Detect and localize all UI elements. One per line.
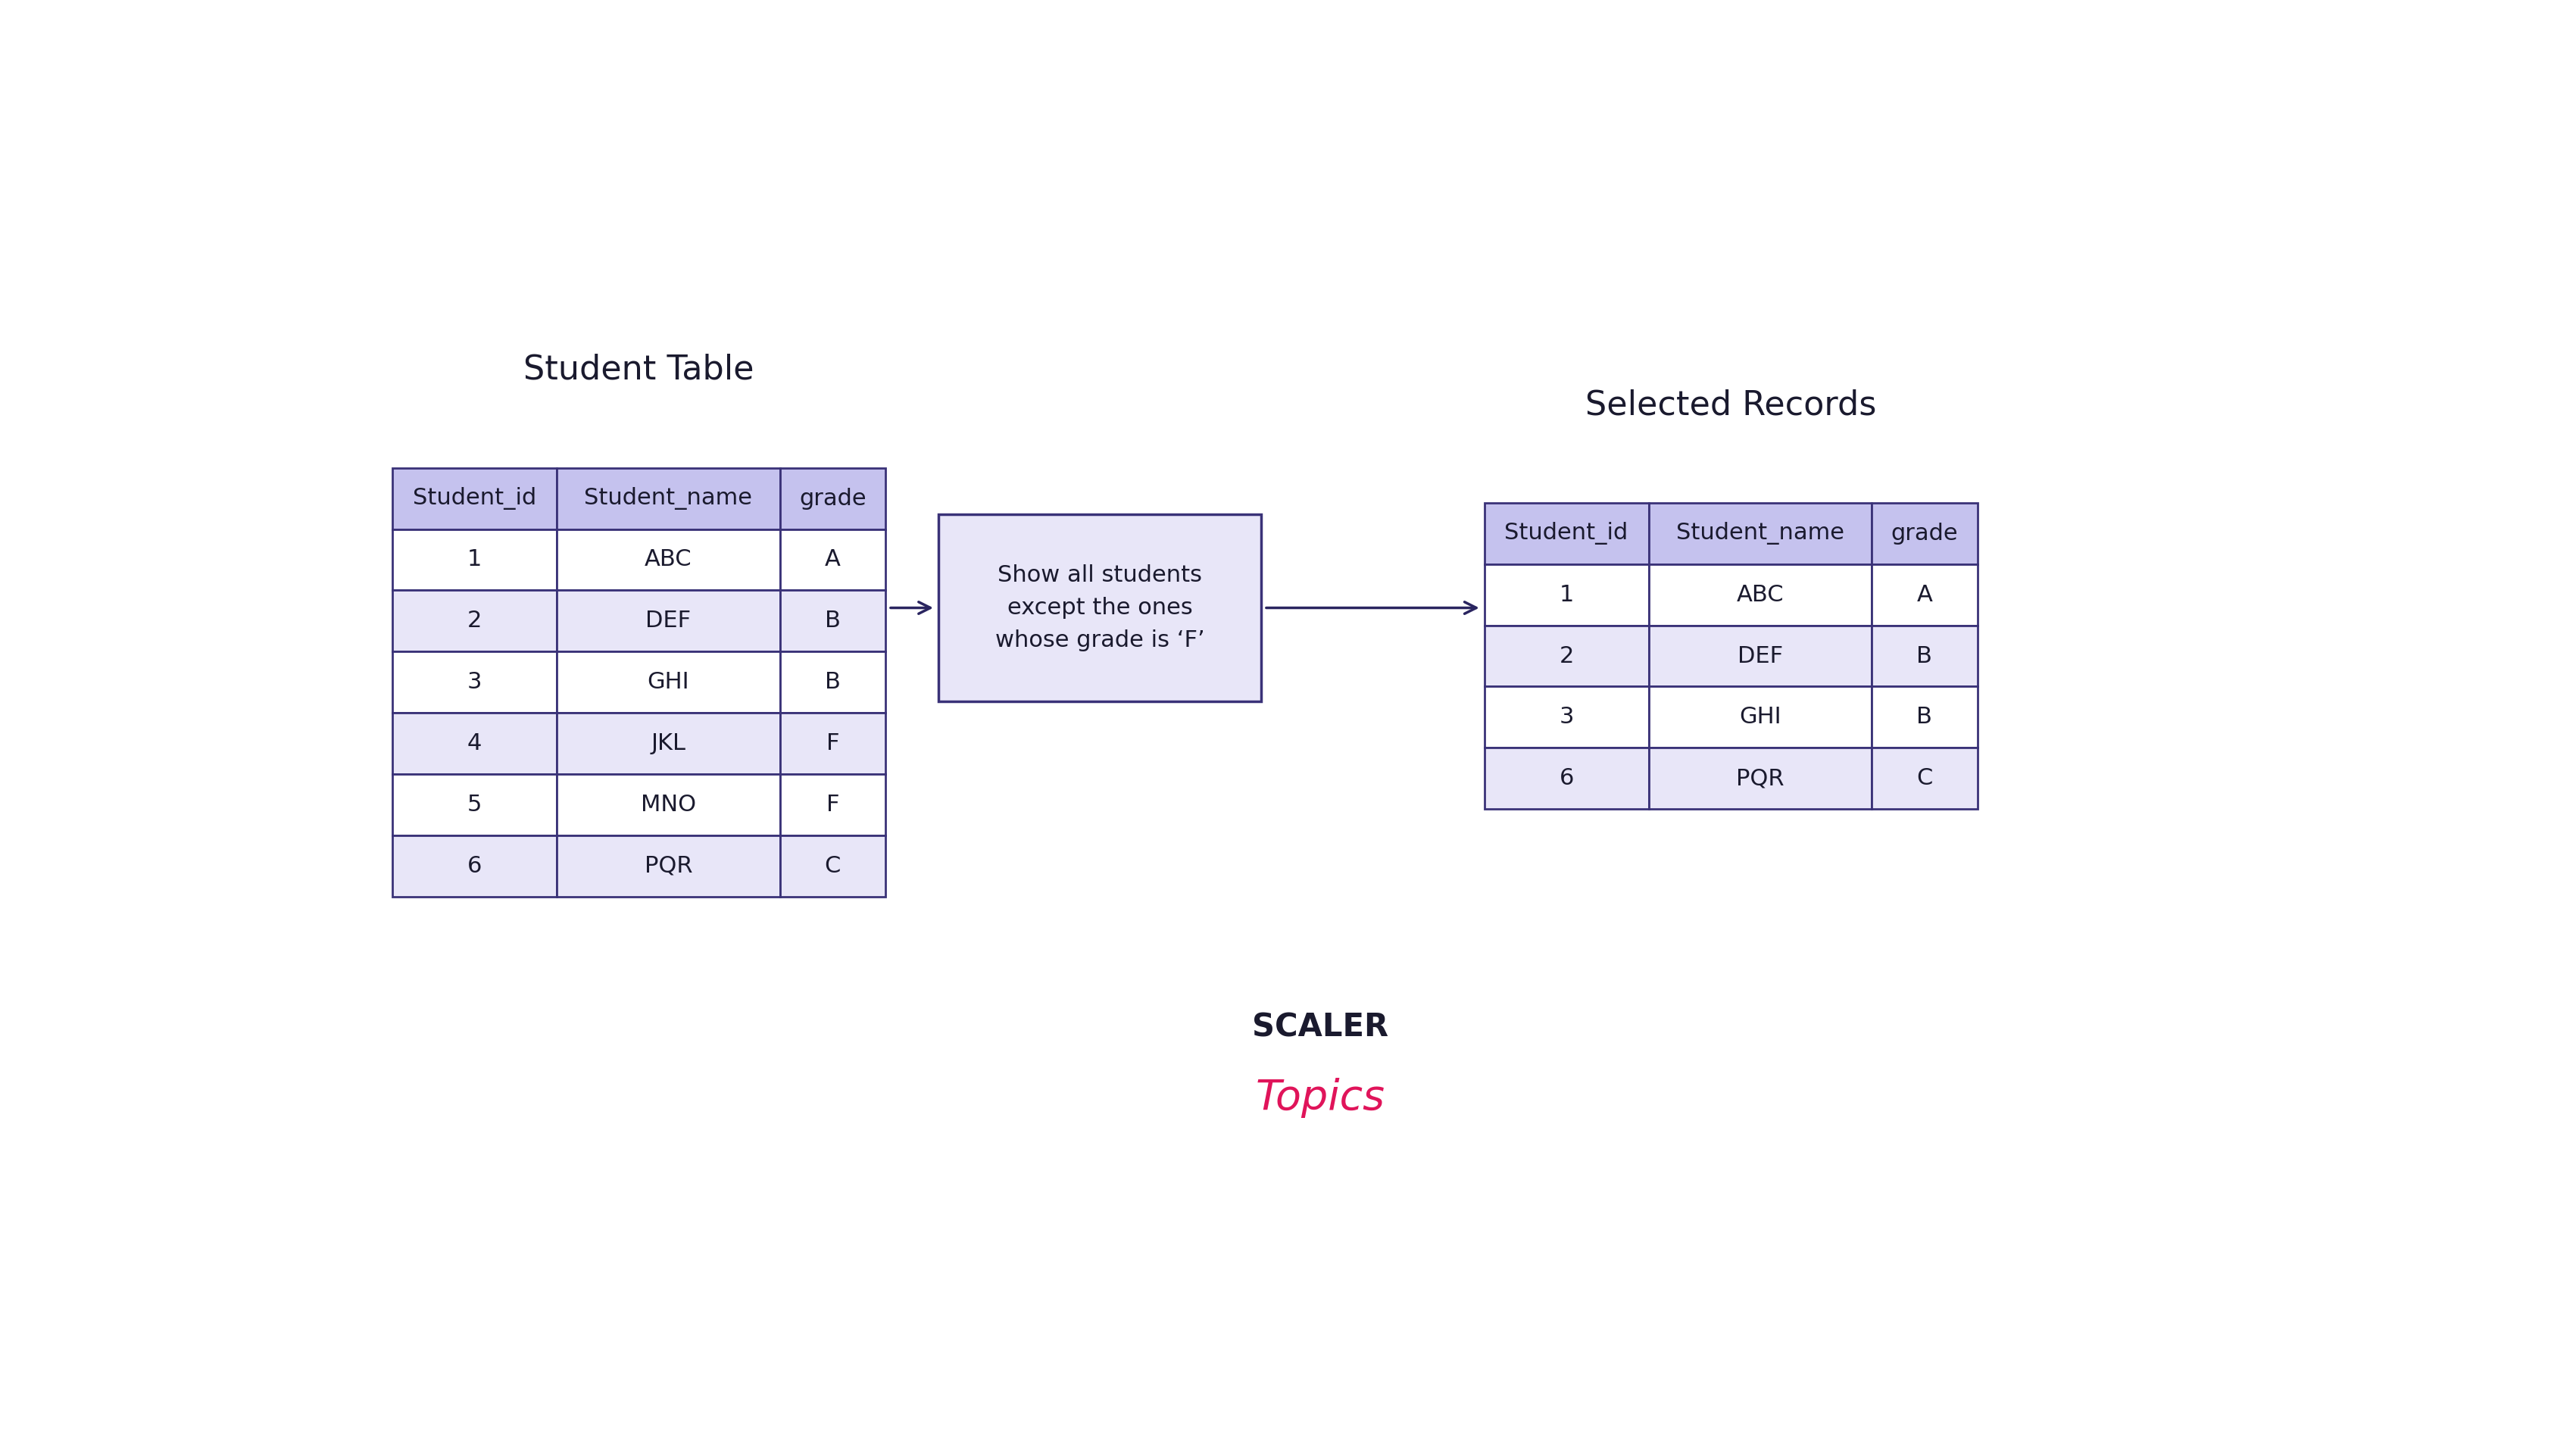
Text: 1: 1 xyxy=(1558,583,1574,606)
FancyBboxPatch shape xyxy=(392,835,556,897)
Text: ABC: ABC xyxy=(644,549,693,571)
FancyBboxPatch shape xyxy=(556,591,781,652)
FancyBboxPatch shape xyxy=(1873,625,1978,686)
FancyBboxPatch shape xyxy=(392,529,556,591)
Text: ABC: ABC xyxy=(1736,583,1783,606)
Text: DEF: DEF xyxy=(647,611,690,632)
Text: 3: 3 xyxy=(1558,706,1574,728)
Text: Student_id: Student_id xyxy=(412,488,536,511)
FancyBboxPatch shape xyxy=(556,529,781,591)
Text: JKL: JKL xyxy=(652,732,685,755)
Text: C: C xyxy=(1917,768,1932,789)
Text: F: F xyxy=(827,732,840,755)
Text: B: B xyxy=(1917,645,1932,666)
Text: A: A xyxy=(824,549,840,571)
Text: PQR: PQR xyxy=(1736,768,1785,789)
Text: GHI: GHI xyxy=(647,671,690,694)
FancyBboxPatch shape xyxy=(1484,563,1649,625)
FancyBboxPatch shape xyxy=(781,712,886,774)
Text: DEF: DEF xyxy=(1736,645,1783,666)
FancyBboxPatch shape xyxy=(392,652,556,712)
Text: 5: 5 xyxy=(466,794,482,815)
FancyBboxPatch shape xyxy=(781,468,886,529)
Text: 1: 1 xyxy=(466,549,482,571)
FancyBboxPatch shape xyxy=(556,652,781,712)
Text: 6: 6 xyxy=(1558,768,1574,789)
Text: C: C xyxy=(824,855,840,877)
FancyBboxPatch shape xyxy=(1649,503,1873,563)
FancyBboxPatch shape xyxy=(1873,503,1978,563)
FancyBboxPatch shape xyxy=(392,468,556,529)
FancyBboxPatch shape xyxy=(1484,686,1649,748)
Text: grade: grade xyxy=(1891,522,1958,545)
FancyBboxPatch shape xyxy=(1649,563,1873,625)
FancyBboxPatch shape xyxy=(1873,748,1978,809)
Text: grade: grade xyxy=(799,488,866,509)
Text: Student_id: Student_id xyxy=(1504,522,1628,545)
Text: Student Table: Student Table xyxy=(523,353,755,386)
Text: F: F xyxy=(827,794,840,815)
FancyBboxPatch shape xyxy=(1873,563,1978,625)
Text: Selected Records: Selected Records xyxy=(1584,389,1875,422)
FancyBboxPatch shape xyxy=(781,774,886,835)
FancyBboxPatch shape xyxy=(1649,625,1873,686)
FancyBboxPatch shape xyxy=(1873,686,1978,748)
FancyBboxPatch shape xyxy=(781,591,886,652)
Text: 2: 2 xyxy=(1558,645,1574,666)
Text: Show all students
except the ones
whose grade is ‘F’: Show all students except the ones whose … xyxy=(994,565,1206,651)
Text: MNO: MNO xyxy=(641,794,696,815)
Text: 3: 3 xyxy=(466,671,482,694)
FancyBboxPatch shape xyxy=(392,712,556,774)
FancyBboxPatch shape xyxy=(781,652,886,712)
Text: Topics: Topics xyxy=(1255,1078,1386,1118)
FancyBboxPatch shape xyxy=(781,835,886,897)
FancyBboxPatch shape xyxy=(556,468,781,529)
Text: 4: 4 xyxy=(466,732,482,755)
FancyBboxPatch shape xyxy=(1484,503,1649,563)
Text: PQR: PQR xyxy=(644,855,693,877)
FancyBboxPatch shape xyxy=(556,712,781,774)
Text: B: B xyxy=(824,611,840,632)
FancyBboxPatch shape xyxy=(938,515,1262,701)
Text: GHI: GHI xyxy=(1739,706,1780,728)
FancyBboxPatch shape xyxy=(392,591,556,652)
Text: A: A xyxy=(1917,583,1932,606)
FancyBboxPatch shape xyxy=(781,529,886,591)
FancyBboxPatch shape xyxy=(1649,686,1873,748)
FancyBboxPatch shape xyxy=(1649,748,1873,809)
Text: B: B xyxy=(1917,706,1932,728)
Text: 6: 6 xyxy=(466,855,482,877)
FancyBboxPatch shape xyxy=(1484,625,1649,686)
Text: Student_name: Student_name xyxy=(1677,522,1844,545)
Text: Student_name: Student_name xyxy=(585,488,752,511)
FancyBboxPatch shape xyxy=(392,774,556,835)
FancyBboxPatch shape xyxy=(556,835,781,897)
FancyBboxPatch shape xyxy=(1484,748,1649,809)
FancyBboxPatch shape xyxy=(556,774,781,835)
Text: SCALER: SCALER xyxy=(1252,1012,1388,1044)
Text: 2: 2 xyxy=(466,611,482,632)
Text: B: B xyxy=(824,671,840,694)
